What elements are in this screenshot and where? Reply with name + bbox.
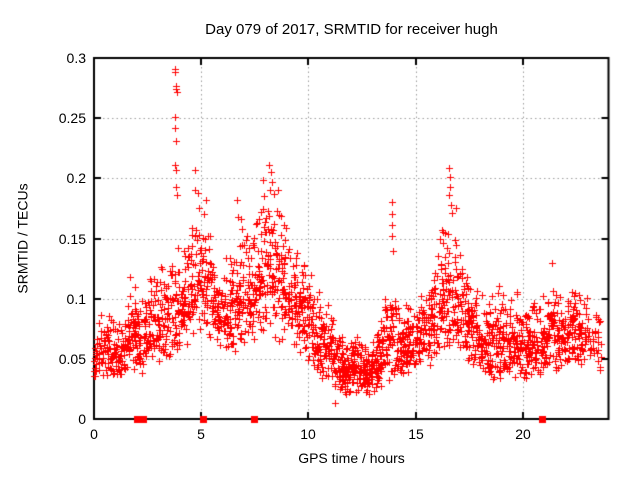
y-tick-label-0.25: 0.25: [58, 110, 86, 126]
x-tick-label-20: 20: [515, 426, 531, 442]
chart-title: Day 079 of 2017, SRMTID for receiver hug…: [205, 21, 498, 38]
y-tick-label-0.1: 0.1: [66, 291, 86, 307]
y-tick-label-0.3: 0.3: [66, 50, 86, 66]
x-tick-label-0: 0: [90, 426, 98, 442]
y-tick-label-0: 0: [78, 411, 86, 427]
x-tick-label-5: 5: [197, 426, 205, 442]
x-tick-label-10: 10: [300, 426, 316, 442]
y-tick-label-0.2: 0.2: [66, 170, 86, 186]
x-tick-label-15: 15: [408, 426, 424, 442]
x-axis-label: GPS time / hours: [298, 450, 405, 466]
y-tick-label-0.05: 0.05: [58, 351, 86, 367]
y-tick-label-0.15: 0.15: [58, 231, 86, 247]
